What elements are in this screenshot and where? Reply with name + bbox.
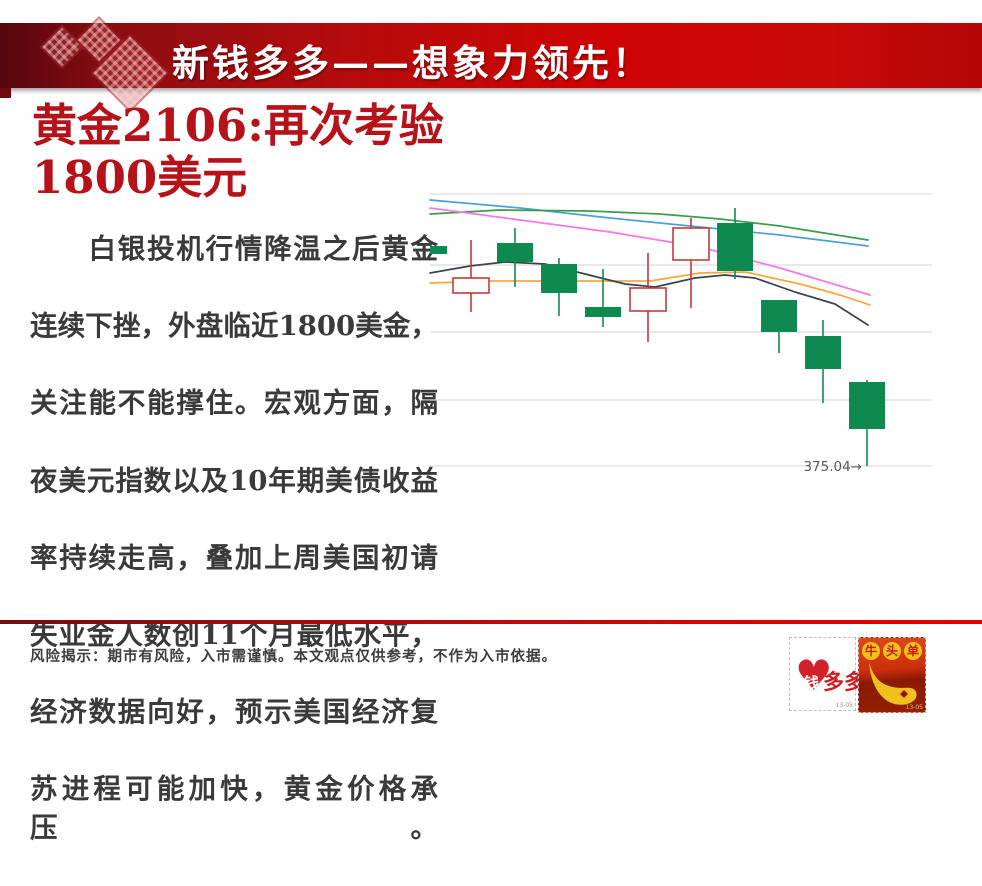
article-title: 黄金2106:再次考验 1800美元 <box>32 100 452 204</box>
body-line: 夜美元指数以及10年期美债收益 <box>30 464 438 497</box>
candlestick-chart: 375.04→ <box>429 193 932 475</box>
body-line: 苏进程可能加快，黄金价格承压。 <box>30 773 438 844</box>
article-title-line2: 1800美元 <box>32 151 248 204</box>
header-banner: 新钱多多——想象力领先！ <box>0 15 982 113</box>
body-line: 关注能不能撑住。宏观方面，隔 <box>30 387 438 420</box>
qianduoduo-logo: ♥ 钱 多多 13-05 <box>789 637 865 711</box>
niutoudan-characters: 牛 头 单 <box>859 642 925 660</box>
body-line: 失业金人数创11个月最低水平， <box>30 618 438 651</box>
bull-head-icon <box>869 662 917 705</box>
niutoudan-char: 头 <box>883 642 901 660</box>
diamond-pattern-icon <box>39 24 85 70</box>
qianduoduo-heart-char: 钱 <box>804 674 820 692</box>
svg-text:375.04→: 375.04→ <box>803 459 862 475</box>
risk-disclaimer: 风险揭示：期市有风险，入市需谨慎。本文观点仅供参考，不作为入市依据。 <box>30 648 557 665</box>
banner-left-tab <box>0 88 11 98</box>
body-line: 白银投机行情降温之后黄金 <box>30 233 438 265</box>
body-line: 连续下挫，外盘临近1800美金， <box>30 310 438 343</box>
niutoudan-char: 单 <box>904 642 922 660</box>
stamp-date: 13-05 <box>905 704 923 711</box>
article-title-line1: 黄金2106:再次考验 <box>32 99 444 152</box>
body-line: 经济数据向好，预示美国经济复 <box>30 696 438 729</box>
stamp-date: 13-05 <box>835 702 853 709</box>
slide: { "theme": { "banner_red": "#cf0303", "t… <box>0 15 982 844</box>
footer-divider <box>0 620 982 624</box>
body-line: 率持续走高，叠加上周美国初请 <box>30 541 438 574</box>
niutoudan-logo: 牛 头 单 13-05 <box>858 637 926 713</box>
niutoudan-char: 牛 <box>862 642 880 660</box>
slide-masthead-title: 新钱多多——想象力领先！ <box>172 41 652 85</box>
article-body: 白银投机行情降温之后黄金 连续下挫，外盘临近1800美金， 关注能不能撑住。宏观… <box>30 230 438 886</box>
heart-icon: ♥ <box>795 651 833 700</box>
